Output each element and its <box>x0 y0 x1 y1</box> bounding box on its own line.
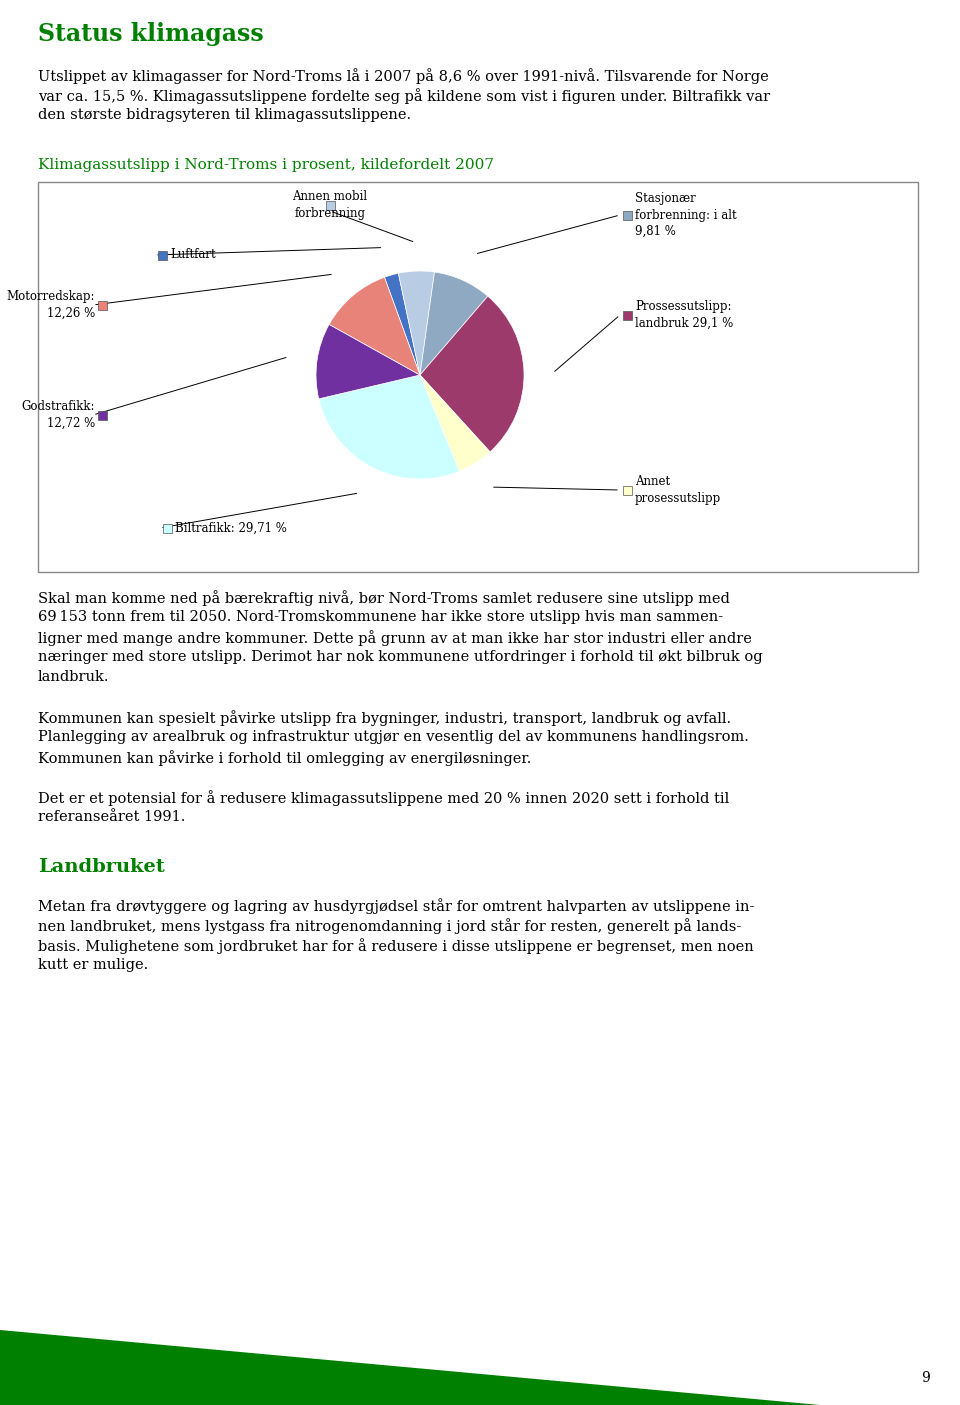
Wedge shape <box>316 325 420 399</box>
Bar <box>38 183 918 572</box>
Text: Status klimagass: Status klimagass <box>38 22 264 46</box>
Bar <box>163 524 172 532</box>
Text: Stasjonær
forbrenning: i alt
9,81 %: Stasjonær forbrenning: i alt 9,81 % <box>635 192 736 237</box>
Bar <box>98 412 107 420</box>
Text: Luftfart: Luftfart <box>170 249 216 261</box>
Wedge shape <box>329 277 420 375</box>
Text: basis. Mulighetene som jordbruket har for å redusere i disse utslippene er begre: basis. Mulighetene som jordbruket har fo… <box>38 939 754 954</box>
Text: nen landbruket, mens lystgass fra nitrogenomdanning i jord står for resten, gene: nen landbruket, mens lystgass fra nitrog… <box>38 917 741 934</box>
Text: kutt er mulige.: kutt er mulige. <box>38 958 148 972</box>
Text: Metan fra drøvtyggere og lagring av husdyrgjødsel står for omtrent halvparten av: Metan fra drøvtyggere og lagring av husd… <box>38 898 755 913</box>
Text: ligner med mange andre kommuner. Dette på grunn av at man ikke har stor industri: ligner med mange andre kommuner. Dette p… <box>38 629 752 646</box>
Text: Annen mobil
forbrenning: Annen mobil forbrenning <box>293 190 368 219</box>
Bar <box>158 251 167 260</box>
Text: Planlegging av arealbruk og infrastruktur utgjør en vesentlig del av kommunens h: Planlegging av arealbruk og infrastruktu… <box>38 731 749 745</box>
Text: Prossessutslipp:
landbruk 29,1 %: Prossessutslipp: landbruk 29,1 % <box>635 301 733 330</box>
Polygon shape <box>0 1331 820 1405</box>
Wedge shape <box>398 271 435 375</box>
Text: næringer med store utslipp. Derimot har nok kommunene utfordringer i forhold til: næringer med store utslipp. Derimot har … <box>38 651 762 665</box>
Text: 9: 9 <box>922 1371 930 1385</box>
Text: Skal man komme ned på bærekraftig nivå, bør Nord-Troms samlet redusere sine utsl: Skal man komme ned på bærekraftig nivå, … <box>38 590 730 606</box>
Text: Kommunen kan påvirke i forhold til omlegging av energiløsninger.: Kommunen kan påvirke i forhold til omleg… <box>38 750 532 766</box>
Text: referanseåret 1991.: referanseåret 1991. <box>38 811 185 823</box>
Wedge shape <box>420 296 524 452</box>
Text: 69 153 tonn frem til 2050. Nord-Tromskommunene har ikke store utslipp hvis man s: 69 153 tonn frem til 2050. Nord-Tromskom… <box>38 610 723 624</box>
Text: Annet
prosessutslipp: Annet prosessutslipp <box>635 475 721 504</box>
Text: Kommunen kan spesielt påvirke utslipp fra bygninger, industri, transport, landbr: Kommunen kan spesielt påvirke utslipp fr… <box>38 710 732 726</box>
Text: Godstrafikk:
12,72 %: Godstrafikk: 12,72 % <box>21 400 95 430</box>
Text: var ca. 15,5 %. Klimagassutslippene fordelte seg på kildene som vist i figuren u: var ca. 15,5 %. Klimagassutslippene ford… <box>38 89 770 104</box>
Text: Klimagassutslipp i Nord-Troms i prosent, kildefordelt 2007: Klimagassutslipp i Nord-Troms i prosent,… <box>38 157 494 171</box>
Text: Motorredskap:
12,26 %: Motorredskap: 12,26 % <box>7 291 95 320</box>
Wedge shape <box>319 375 460 479</box>
Bar <box>98 301 107 311</box>
Text: Det er et potensial for å redusere klimagassutslippene med 20 % innen 2020 sett : Det er et potensial for å redusere klima… <box>38 790 730 806</box>
Bar <box>623 311 632 320</box>
Text: Biltrafikk: 29,71 %: Biltrafikk: 29,71 % <box>175 521 287 534</box>
Wedge shape <box>420 375 490 471</box>
Text: den største bidragsyteren til klimagassutslippene.: den største bidragsyteren til klimagassu… <box>38 108 411 122</box>
Bar <box>326 201 335 209</box>
Wedge shape <box>384 274 420 375</box>
Wedge shape <box>420 273 488 375</box>
Bar <box>623 211 632 221</box>
Text: Utslippet av klimagasser for Nord-Troms lå i 2007 på 8,6 % over 1991-nivå. Tilsv: Utslippet av klimagasser for Nord-Troms … <box>38 67 769 84</box>
Bar <box>623 486 632 495</box>
Text: landbruk.: landbruk. <box>38 670 109 684</box>
Text: Landbruket: Landbruket <box>38 858 165 875</box>
